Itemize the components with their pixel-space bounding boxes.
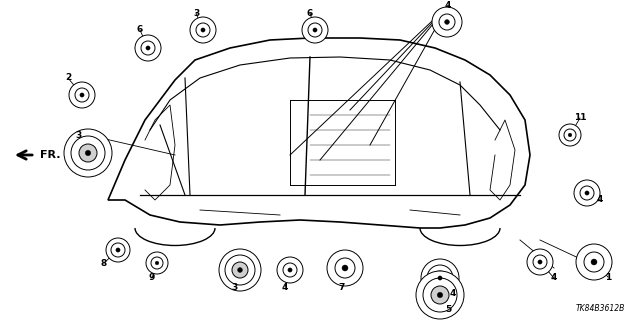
Text: 4: 4 — [450, 289, 456, 298]
Circle shape — [585, 191, 589, 195]
Circle shape — [155, 261, 159, 265]
Text: 3: 3 — [75, 131, 81, 140]
Circle shape — [85, 150, 91, 156]
Circle shape — [151, 257, 163, 269]
Circle shape — [432, 7, 462, 37]
Circle shape — [431, 286, 449, 304]
Circle shape — [71, 136, 105, 170]
Circle shape — [564, 129, 576, 141]
Text: 1: 1 — [605, 273, 611, 282]
Circle shape — [237, 268, 243, 272]
Circle shape — [438, 276, 442, 280]
Circle shape — [335, 258, 355, 278]
Text: 9: 9 — [149, 274, 155, 283]
Circle shape — [327, 250, 363, 286]
Circle shape — [116, 248, 120, 252]
Text: 4: 4 — [551, 274, 557, 283]
Circle shape — [538, 260, 542, 264]
Text: 8: 8 — [101, 259, 107, 268]
Circle shape — [576, 244, 612, 280]
Circle shape — [196, 23, 210, 37]
Circle shape — [342, 265, 348, 271]
Circle shape — [533, 255, 547, 269]
Circle shape — [135, 35, 161, 61]
Circle shape — [308, 23, 322, 37]
Circle shape — [288, 268, 292, 272]
Circle shape — [80, 93, 84, 97]
Text: 4: 4 — [282, 283, 288, 292]
Circle shape — [445, 20, 449, 24]
Circle shape — [146, 46, 150, 50]
Circle shape — [416, 271, 464, 319]
Circle shape — [106, 238, 130, 262]
Polygon shape — [108, 38, 530, 228]
Text: 11: 11 — [573, 114, 586, 123]
Text: 6: 6 — [137, 26, 143, 35]
Circle shape — [141, 41, 155, 55]
Text: TK84B3612B: TK84B3612B — [575, 304, 625, 313]
Circle shape — [580, 186, 594, 200]
Text: 6: 6 — [307, 9, 313, 18]
Circle shape — [111, 243, 125, 257]
Circle shape — [190, 17, 216, 43]
Text: 3: 3 — [193, 9, 199, 18]
Text: 4: 4 — [597, 196, 603, 204]
Circle shape — [283, 263, 297, 277]
Text: 2: 2 — [65, 74, 71, 83]
Circle shape — [439, 14, 455, 30]
Circle shape — [427, 265, 453, 291]
Circle shape — [201, 28, 205, 32]
Circle shape — [423, 278, 457, 312]
Text: 3: 3 — [231, 283, 237, 292]
Text: 5: 5 — [445, 306, 451, 315]
Circle shape — [568, 133, 572, 137]
Circle shape — [146, 252, 168, 274]
Circle shape — [313, 28, 317, 32]
Text: 4: 4 — [445, 2, 451, 11]
Circle shape — [433, 271, 447, 285]
Circle shape — [75, 88, 89, 102]
Circle shape — [421, 259, 459, 297]
Text: 7: 7 — [339, 283, 345, 292]
Circle shape — [302, 17, 328, 43]
Circle shape — [69, 82, 95, 108]
Circle shape — [219, 249, 261, 291]
Circle shape — [559, 124, 581, 146]
Text: FR.: FR. — [40, 150, 61, 160]
Circle shape — [64, 129, 112, 177]
Circle shape — [437, 292, 443, 298]
Circle shape — [232, 262, 248, 278]
Circle shape — [225, 255, 255, 285]
Circle shape — [574, 180, 600, 206]
Circle shape — [79, 144, 97, 162]
Circle shape — [277, 257, 303, 283]
Circle shape — [584, 252, 604, 272]
Circle shape — [591, 259, 597, 265]
Circle shape — [527, 249, 553, 275]
